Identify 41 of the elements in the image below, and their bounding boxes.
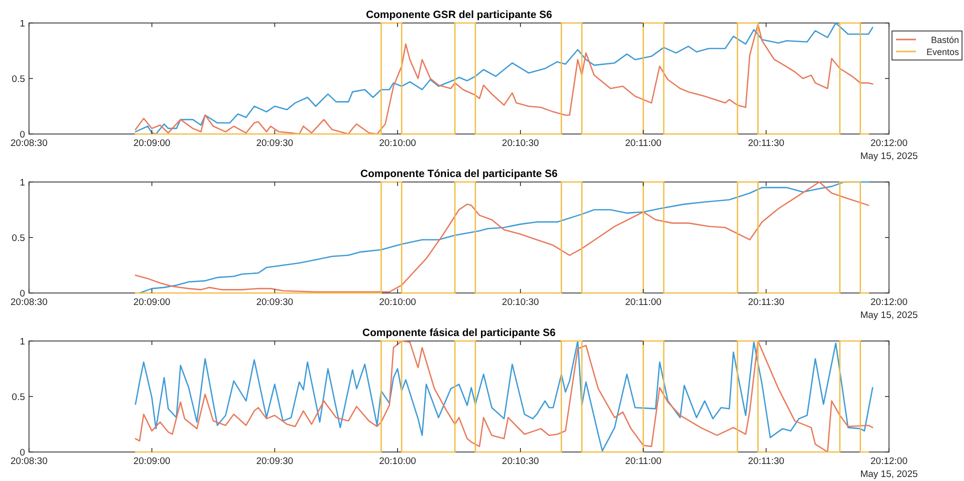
x-tick-label: 20:09:30 [256, 138, 294, 149]
x-tick-label: 20:12:00 [870, 297, 908, 308]
text: May 15, 2025 [860, 469, 918, 480]
chart-title: Componente Tónica del participante S6 [360, 168, 558, 180]
y-tick-label: 0.5 [12, 233, 25, 244]
x-tick-label: 20:09:00 [133, 138, 170, 149]
legend-label: Eventos [926, 47, 960, 57]
x-tick-label: 20:09:00 [133, 297, 170, 308]
x-tick-label: 20:11:30 [748, 297, 784, 308]
y-tick-label: 1 [20, 336, 25, 348]
x-tick-label: 20:10:00 [379, 297, 416, 308]
x-tick-label: 20:10:00 [379, 456, 416, 467]
x-tick-label: 20:11:00 [625, 138, 662, 149]
x-tick-label: 20:08:30 [10, 456, 48, 467]
legend-label: Bastón [930, 35, 959, 45]
x-tick-label: 20:10:00 [379, 138, 416, 149]
y-tick-label: 0 [20, 448, 25, 458]
x-tick-label: 20:09:30 [256, 456, 294, 467]
x-tick-label: 20:09:30 [256, 297, 294, 308]
x-tick-label: 20:08:30 [10, 138, 48, 149]
text: May 15, 2025 [860, 151, 918, 162]
x-tick-label: 20:08:30 [10, 297, 48, 308]
x-tick-label: 20:09:00 [133, 456, 170, 467]
x-tick-label: 20:11:00 [625, 456, 662, 467]
y-tick-label: 1 [20, 18, 25, 30]
x-tick-label: 20:10:30 [502, 138, 539, 149]
x-tick-label: 20:10:30 [502, 456, 539, 467]
x-tick-label: 20:11:30 [748, 456, 784, 467]
x-tick-label: 20:12:00 [870, 138, 908, 149]
x-tick-label: 20:11:00 [625, 297, 662, 308]
chart-title: Componente fásica del participante S6 [362, 327, 556, 339]
y-tick-label: 0 [20, 288, 25, 300]
chart-title: Componente GSR del participante S6 [366, 9, 552, 21]
y-tick-label: 0.5 [12, 392, 25, 403]
y-tick-label: 0 [20, 130, 25, 140]
y-tick-label: 0.5 [12, 74, 25, 85]
x-tick-label: 20:11:30 [748, 138, 784, 149]
x-tick-label: 20:12:00 [870, 456, 908, 467]
y-tick-label: 1 [20, 178, 25, 188]
x-tick-label: 20:10:30 [502, 297, 539, 308]
text: May 15, 2025 [860, 310, 918, 321]
